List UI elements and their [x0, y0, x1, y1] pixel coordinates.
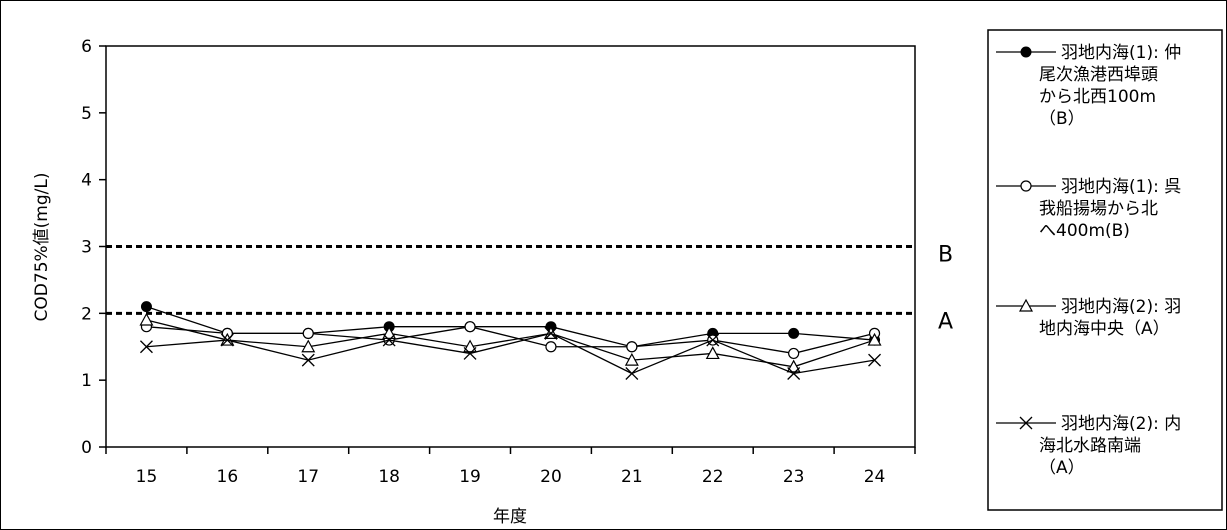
- reference-label-a: A: [938, 309, 953, 334]
- series-2-line: [146, 326, 875, 355]
- x-axis-ticks: 15 16 17 18 19 20 21 22 23 24: [105, 447, 916, 487]
- y-axis-title: COD75%値(mg/L): [32, 173, 52, 322]
- series-2-point: [626, 341, 638, 353]
- series-3-point: [139, 312, 154, 326]
- y-tick-label: 2: [81, 304, 92, 324]
- series-3-point: [624, 352, 639, 366]
- legend-label: 羽地内海(2): 羽: [1061, 297, 1181, 317]
- series-4-line: [146, 332, 875, 375]
- series-3-point: [705, 346, 720, 360]
- series-3-point: [867, 332, 882, 346]
- x-tick-label: 15: [136, 467, 158, 487]
- x-axis-title: 年度: [493, 507, 527, 527]
- legend-label: 尾次漁港西埠頭: [1039, 65, 1158, 85]
- y-tick-label: 3: [81, 238, 92, 258]
- y-tick-label: 0: [81, 438, 92, 458]
- legend-label: 海北水路南端: [1039, 436, 1141, 456]
- legend-label: 羽地内海(1): 仲: [1061, 43, 1181, 63]
- legend-label: から北西100m: [1039, 87, 1156, 107]
- series-3-point: [301, 339, 316, 353]
- series-4-point: [625, 367, 639, 380]
- x-tick-label: 21: [621, 467, 643, 487]
- y-tick-label: 1: [81, 371, 92, 391]
- y-tick-label: 5: [81, 104, 92, 124]
- x-tick-label: 18: [378, 467, 400, 487]
- x-tick-label: 22: [702, 467, 724, 487]
- legend-marker: [1019, 416, 1033, 430]
- legend-label: （B）: [1039, 109, 1085, 129]
- legend-box: [987, 29, 1223, 511]
- reference-label-b: B: [938, 243, 953, 268]
- series-4-point: [706, 333, 720, 347]
- reference-lines: BA: [106, 243, 953, 334]
- series-4-point: [382, 333, 396, 347]
- y-tick-label: 6: [81, 37, 92, 57]
- x-tick-label: 20: [540, 467, 562, 487]
- x-tick-label: 23: [783, 467, 805, 487]
- series-4: [139, 326, 882, 380]
- legend-marker: [1020, 180, 1032, 192]
- legend-marker: [1018, 298, 1034, 312]
- series-4-point: [220, 333, 234, 347]
- series-1-point: [140, 301, 152, 313]
- y-tick-label: 4: [81, 171, 92, 191]
- x-tick-label: 16: [217, 467, 239, 487]
- series-3-point: [463, 339, 478, 353]
- series-3-point: [786, 359, 801, 373]
- legend-label: 羽地内海(1): 呉: [1061, 177, 1181, 197]
- series-3-line: [146, 319, 875, 368]
- legend-label: へ400m(B): [1039, 221, 1130, 241]
- series-4-point: [868, 353, 882, 367]
- series-4-point: [544, 326, 558, 340]
- series-2-point: [464, 321, 476, 333]
- series-4-point: [139, 340, 153, 354]
- legend-label: 羽地内海(2): 内: [1061, 414, 1181, 434]
- x-tick-label: 19: [459, 467, 481, 487]
- legend-marker: [1020, 46, 1032, 58]
- x-tick-label: 17: [297, 467, 319, 487]
- y-axis-ticks: 0 1 2 3 4 5 6: [81, 37, 106, 458]
- series-1-point: [788, 327, 800, 339]
- series-2-point: [545, 341, 557, 353]
- series-layer: [139, 301, 882, 380]
- series-4-point: [787, 367, 801, 380]
- legend-label: 地内海中央（A）: [1039, 319, 1170, 339]
- series-4-point: [301, 353, 315, 367]
- series-2-point: [788, 347, 800, 360]
- x-tick-label: 24: [864, 467, 886, 487]
- legend-label: （A）: [1039, 458, 1085, 478]
- series-4-point: [463, 346, 477, 360]
- series-3-point: [382, 326, 397, 339]
- series-2-point: [302, 327, 314, 339]
- legend-label: 我船揚場から北: [1039, 199, 1158, 219]
